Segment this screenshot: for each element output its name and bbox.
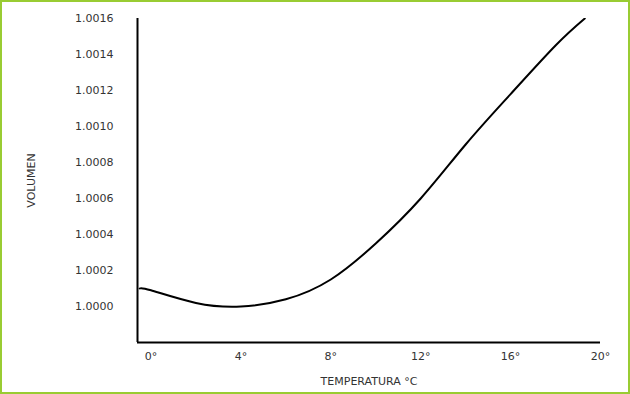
- svg-text:1.0010: 1.0010: [75, 120, 114, 133]
- svg-text:1.0006: 1.0006: [75, 192, 114, 205]
- svg-text:TEMPERATURA °C: TEMPERATURA °C: [320, 375, 418, 388]
- svg-text:0°: 0°: [145, 350, 158, 363]
- svg-text:1.0012: 1.0012: [75, 84, 114, 97]
- svg-text:1.0014: 1.0014: [75, 48, 114, 61]
- svg-text:1.0008: 1.0008: [75, 156, 114, 169]
- svg-text:20°: 20°: [591, 350, 611, 363]
- svg-text:1.0002: 1.0002: [75, 264, 114, 277]
- svg-text:VOLUMEN: VOLUMEN: [25, 153, 38, 207]
- svg-text:8°: 8°: [325, 350, 338, 363]
- svg-text:16°: 16°: [501, 350, 520, 363]
- svg-text:4°: 4°: [235, 350, 248, 363]
- svg-text:1.0000: 1.0000: [75, 300, 114, 313]
- svg-text:1.0016: 1.0016: [75, 12, 114, 25]
- svg-text:1.0004: 1.0004: [75, 228, 114, 241]
- svg-text:12°: 12°: [411, 350, 431, 363]
